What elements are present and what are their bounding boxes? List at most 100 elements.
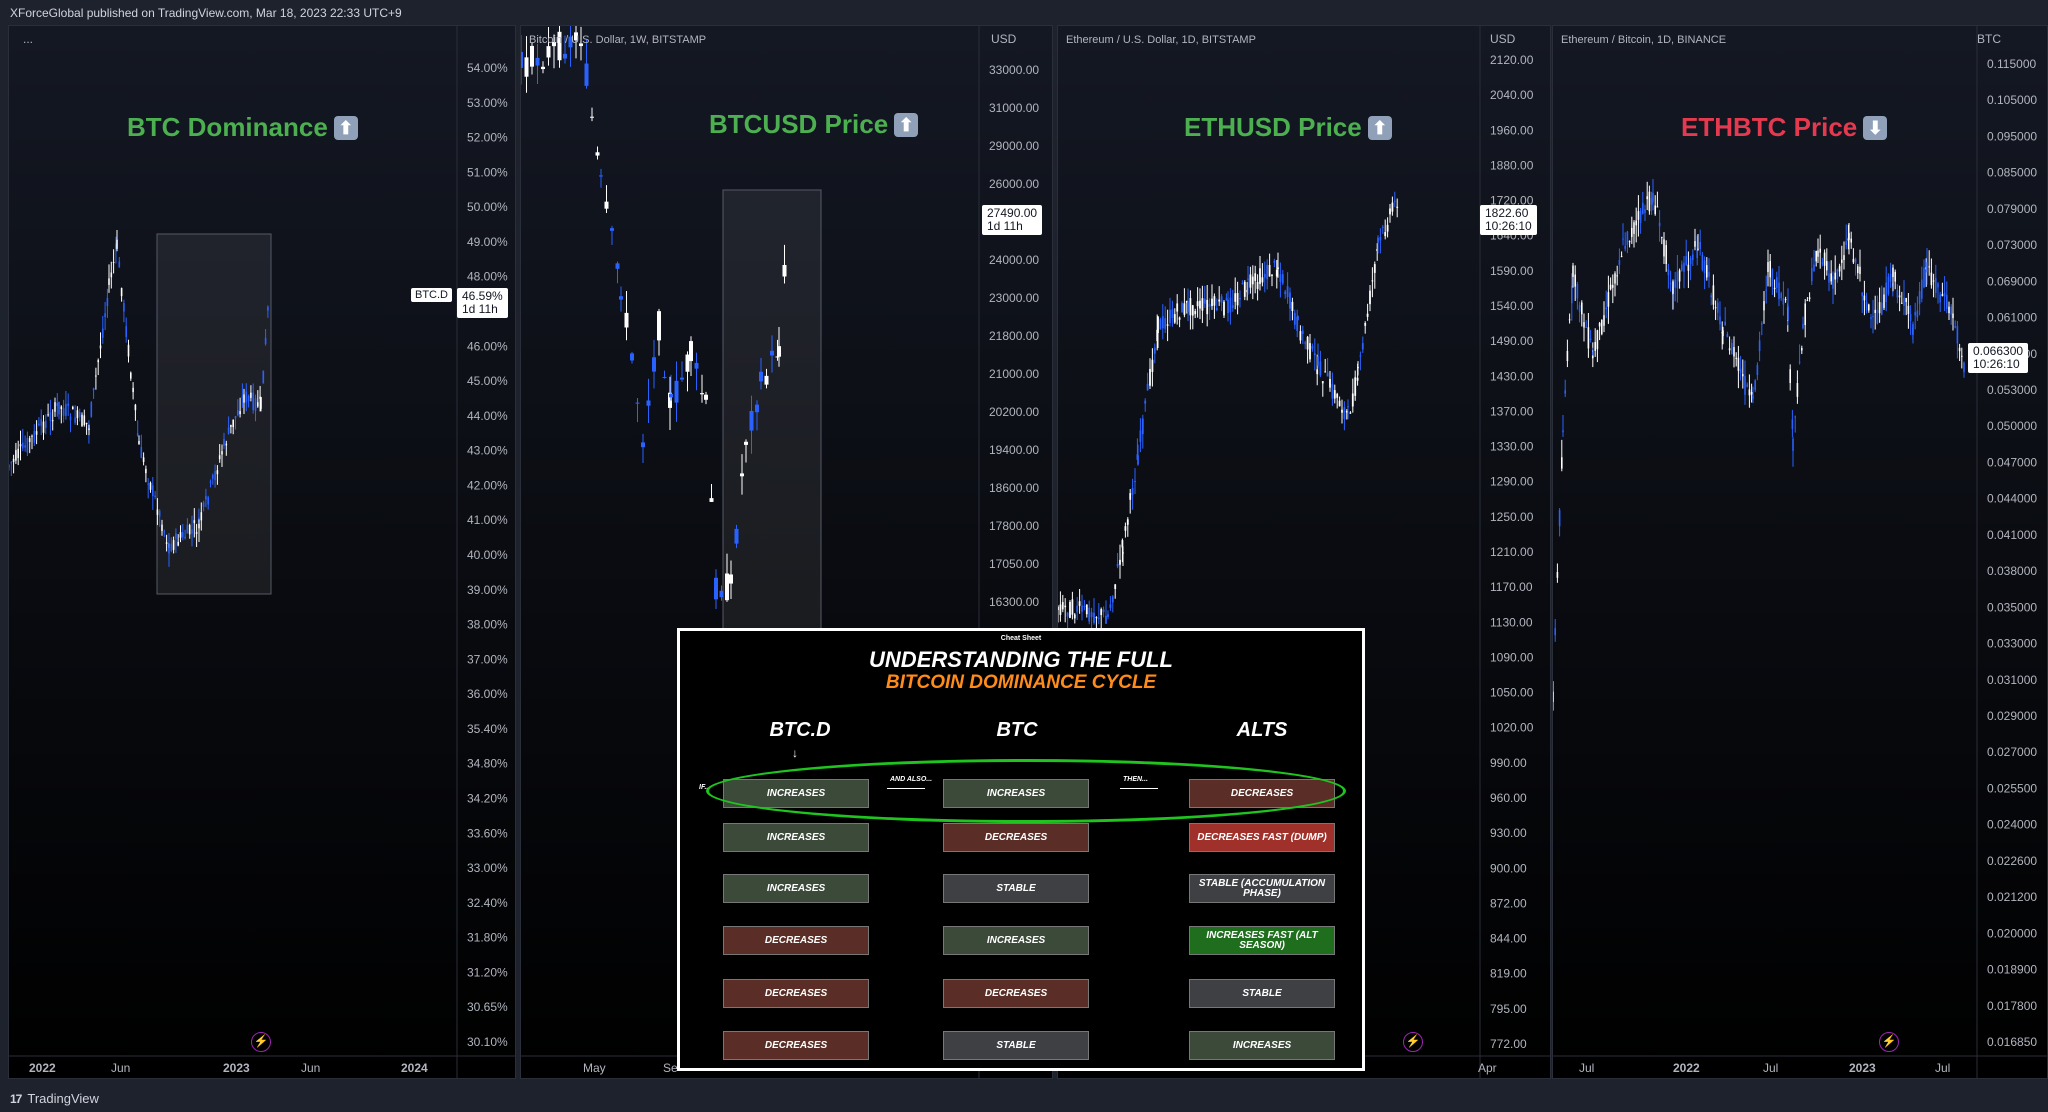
candle-body [1863, 295, 1866, 301]
candle-body [225, 443, 228, 446]
y-tick-label: 0.016850 [1987, 1035, 2037, 1049]
candle-body [1553, 691, 1554, 702]
y-tick-label: 1490.00 [1490, 334, 1534, 348]
candle-body [1223, 301, 1225, 316]
x-tick-label: 2023 [223, 1061, 250, 1075]
candle-body [1259, 268, 1261, 284]
candle-body [1941, 294, 1944, 296]
candle-body [67, 403, 69, 406]
candle-body [254, 398, 257, 411]
candle-body [74, 417, 76, 423]
candle-body [1806, 300, 1809, 302]
chart-pane-ethbtc[interactable]: 0.115000 0.105000 0.095000 0.085000 0.079000… [1552, 25, 2048, 1079]
lightning-icon[interactable]: ⚡ [1403, 1032, 1423, 1052]
candle-body [1784, 299, 1787, 301]
candle-body [1364, 323, 1367, 326]
candle-body [1178, 317, 1181, 320]
candle-body [1389, 208, 1391, 215]
candle-body [1069, 601, 1071, 618]
symbol-label: Ethereum / U.S. Dollar, 1D, BITSTAMP [1066, 34, 1256, 46]
candle-body [764, 375, 769, 385]
candle-body [1592, 351, 1594, 356]
x-tick-label: May [583, 1061, 606, 1075]
candle-body [1841, 259, 1843, 263]
candle-body [1948, 306, 1950, 314]
candle-body [165, 542, 168, 544]
candle-body [134, 404, 137, 411]
candle-body [1710, 295, 1712, 298]
candle-body [1391, 202, 1394, 212]
lightning-icon[interactable]: ⚡ [251, 1032, 271, 1052]
candle-body [1892, 267, 1894, 278]
y-tick-label: 1130.00 [1490, 615, 1533, 629]
x-tick-label: Jun [301, 1061, 320, 1075]
candle-body [740, 473, 744, 477]
candle-body [524, 57, 529, 77]
candle-body [1838, 266, 1841, 272]
lightning-icon[interactable]: ⚡ [1879, 1032, 1899, 1052]
chart-pane-btc-dominance[interactable]: 54.00% 53.00% 52.00% 51.00% 50.00% 49.00% 48.0… [8, 25, 516, 1079]
candle-body [1652, 192, 1654, 202]
candle-body [641, 442, 645, 448]
candle-body [1338, 400, 1341, 407]
header-btc: BTC [996, 719, 1038, 741]
candle-body [1161, 316, 1164, 329]
candle-body [1674, 279, 1676, 288]
candle-body [132, 387, 134, 393]
y-tick-label: 50.00% [467, 200, 508, 214]
candle-body [252, 392, 254, 411]
candle-body [1171, 309, 1174, 319]
y-tick-label: 990.00 [1490, 756, 1527, 770]
candle-body [115, 243, 117, 250]
candle-body [92, 388, 95, 391]
candle-body [262, 370, 265, 384]
candle-body [1156, 329, 1159, 342]
symbol-tag: BTC.D [411, 288, 452, 302]
y-tick-label: 42.00% [467, 478, 508, 492]
candle-body [216, 470, 219, 475]
y-tick-label: 46.00% [467, 339, 508, 353]
candle-body [1275, 269, 1278, 277]
candle-body [51, 420, 54, 422]
candle-body [1284, 291, 1287, 294]
y-tick-label: 0.053000 [1987, 383, 2037, 397]
candle-body [1823, 252, 1826, 266]
y-tick-label: 960.00 [1490, 791, 1527, 805]
more-icon[interactable]: ... [23, 32, 34, 46]
candle-body [1578, 304, 1581, 312]
candle-body [1100, 609, 1103, 616]
candle-body [1254, 273, 1257, 281]
y-tick-label: 45.00% [467, 374, 508, 388]
arrow-up-icon: ⬆ [894, 113, 919, 137]
candle-body [221, 451, 223, 455]
candle-body [1088, 607, 1091, 622]
candle-body [1166, 324, 1169, 326]
y-tick-label: 49.00% [467, 235, 508, 249]
candle-body [1914, 312, 1916, 316]
y-tick-label: 1290.00 [1490, 475, 1534, 489]
candle-body [725, 573, 729, 601]
candle-body [1656, 206, 1659, 208]
candle-body [1750, 392, 1753, 395]
x-tick-label: Jun [111, 1061, 130, 1075]
candle-body [118, 261, 121, 268]
candle-body [1887, 276, 1890, 294]
candle-body [1854, 259, 1857, 263]
candle-body [78, 411, 81, 418]
candle-body [104, 313, 106, 317]
candle-body [595, 152, 600, 156]
candle-body [734, 528, 739, 544]
candle-body [1650, 197, 1653, 205]
candle-body [685, 354, 690, 372]
candle-body [1717, 302, 1719, 313]
candle-body [1667, 269, 1670, 276]
btcusd-title: BTCUSD Price ⬆ [709, 109, 919, 140]
candle-body [1935, 277, 1937, 293]
candle-body [200, 512, 203, 521]
candle-body [1687, 264, 1690, 271]
candle-body [88, 428, 90, 430]
candle-body [182, 532, 184, 538]
candle-body [1761, 323, 1763, 325]
candle-body [83, 415, 86, 426]
candle-body [759, 371, 763, 382]
